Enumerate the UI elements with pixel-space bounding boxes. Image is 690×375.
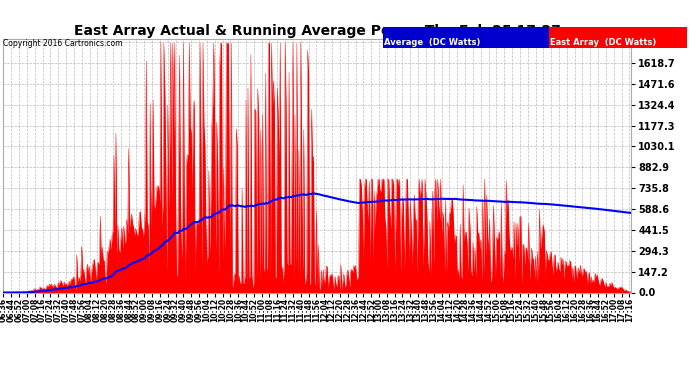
Title: East Array Actual & Running Average Power Thu Feb 25 17:27: East Array Actual & Running Average Powe…	[74, 24, 561, 38]
Text: Average  (DC Watts): Average (DC Watts)	[384, 38, 481, 47]
Text: East Array  (DC Watts): East Array (DC Watts)	[550, 38, 656, 47]
Text: Copyright 2016 Cartronics.com: Copyright 2016 Cartronics.com	[3, 39, 123, 48]
